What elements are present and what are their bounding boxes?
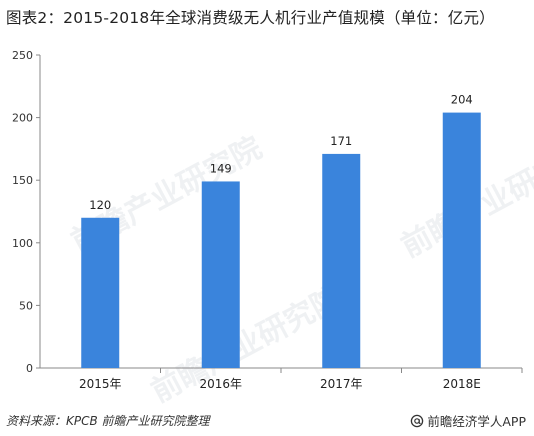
x-tick-label: 2016年 xyxy=(199,377,242,391)
x-tick-label: 2015年 xyxy=(79,377,122,391)
data-label: 120 xyxy=(89,198,111,212)
bar xyxy=(201,181,240,368)
y-tick-label: 150 xyxy=(12,174,33,187)
bar xyxy=(322,153,361,368)
data-label: 204 xyxy=(451,93,473,107)
data-label: 149 xyxy=(210,161,232,175)
bar-chart: 0 50 100 150 200 250 120 2015年 149 2016年 171 2017年 2… xyxy=(12,49,523,391)
y-tick-label: 100 xyxy=(12,237,33,250)
source-note: 资料来源：KPCB 前瞻产业研究院整理 xyxy=(6,414,210,428)
brand: 前瞻经济学人APP xyxy=(410,411,526,430)
brand-label: 前瞻经济学人APP xyxy=(427,414,526,429)
y-tick-label: 250 xyxy=(12,49,33,62)
footer: 资料来源：KPCB 前瞻产业研究院整理 前瞻经济学人APP xyxy=(0,409,534,433)
page-title: 图表2：2015-2018年全球消费级无人机行业产值规模（单位：亿元） xyxy=(6,9,495,27)
y-tick-label: 200 xyxy=(12,112,33,125)
weibo-at-icon xyxy=(411,414,424,427)
x-tick-label: 2018E xyxy=(443,377,481,391)
y-tick-label: 0 xyxy=(26,362,33,375)
x-tick-label: 2017年 xyxy=(320,377,363,391)
data-label: 171 xyxy=(330,134,352,148)
bar xyxy=(81,217,120,368)
y-tick-label: 50 xyxy=(19,299,33,312)
bar xyxy=(442,112,481,368)
